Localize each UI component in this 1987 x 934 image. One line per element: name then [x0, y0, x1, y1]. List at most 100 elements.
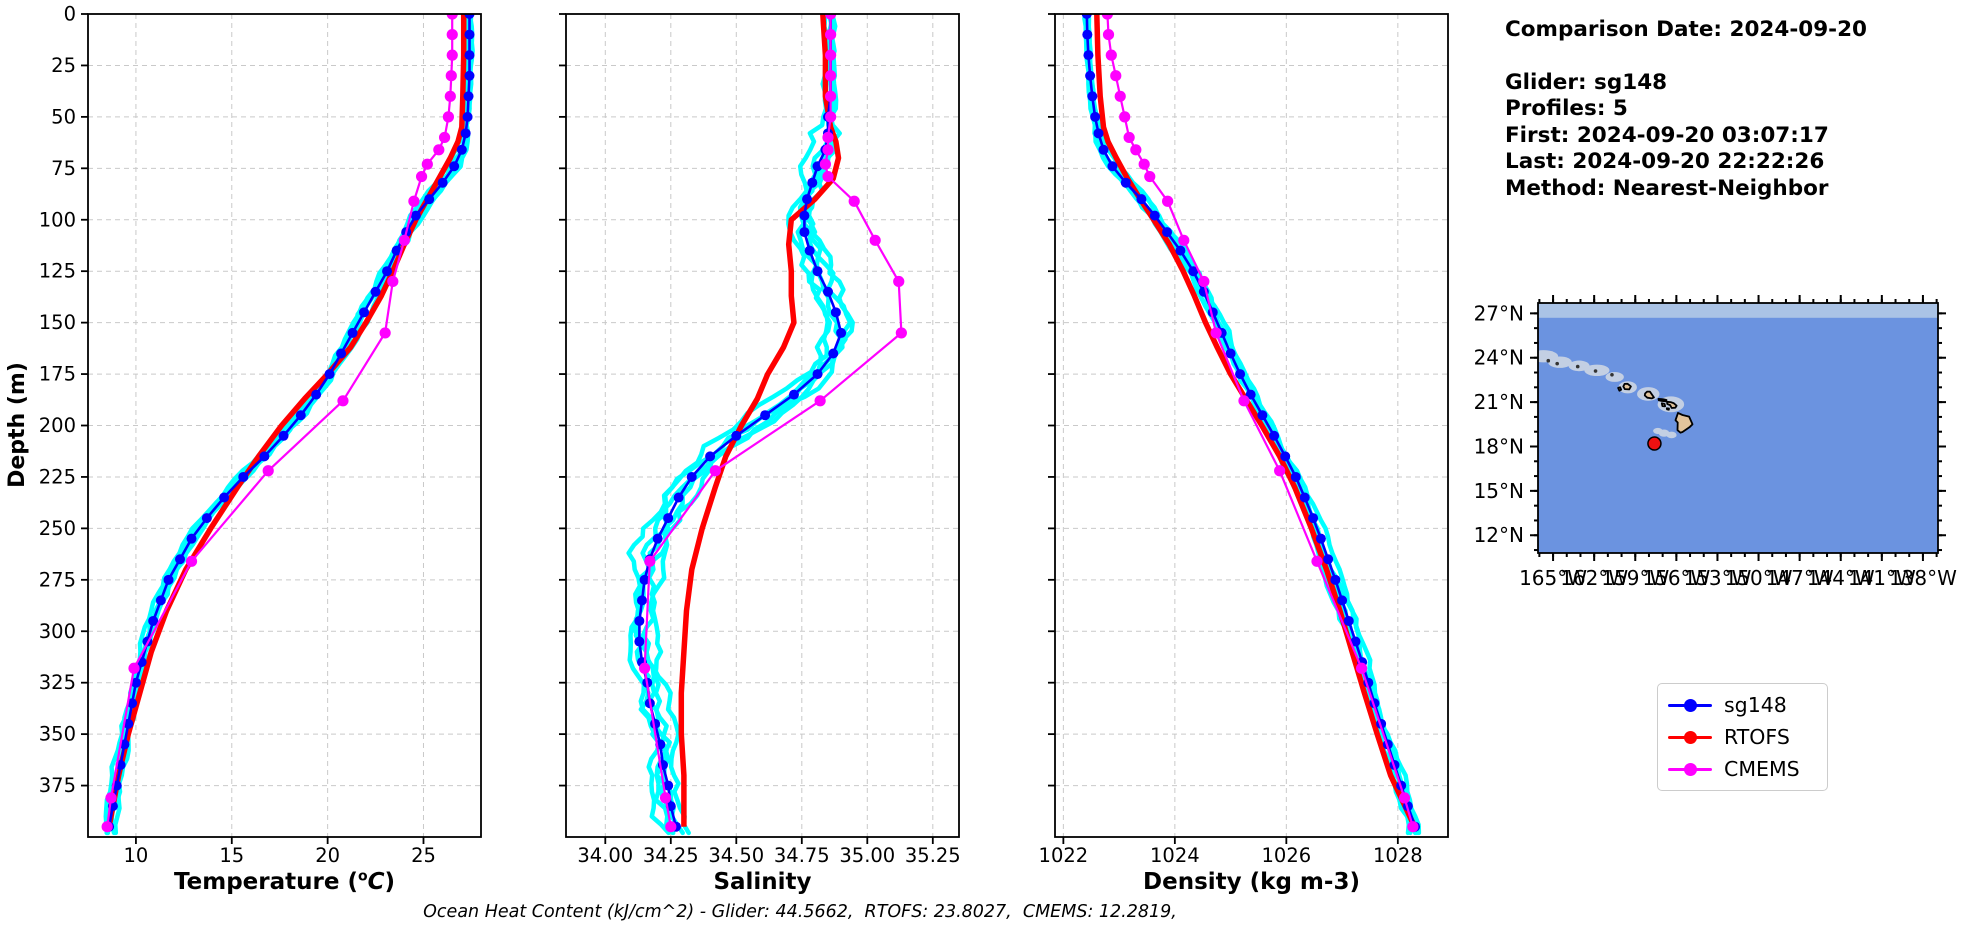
island-hawaii: [1674, 411, 1694, 434]
island-maui: [1666, 400, 1678, 409]
celsius-symbol: C: [367, 869, 385, 895]
x-tick-label: 20: [315, 844, 340, 867]
islet-dot: [1546, 358, 1551, 363]
map-lon-tick-label: 138°W: [1889, 566, 1957, 590]
degree-superscript: o: [357, 868, 368, 885]
glider-id-line: Glider: sg148: [1505, 69, 1668, 95]
temperature-title-close: ): [384, 869, 395, 895]
map-lon-tick-label: 156°W: [1642, 566, 1710, 590]
axis-ticks: 10 15 20 2502550751001251501752002252502753…: [39, 3, 436, 868]
map-lat-tick-label: 21°N: [1474, 390, 1524, 414]
grid-lines: [566, 13, 959, 837]
island-lanai: [1660, 402, 1666, 408]
island-kauai: [1622, 382, 1632, 391]
shallow-bank-patch: [1605, 372, 1624, 382]
depth-tick-label: 300: [39, 620, 76, 643]
series-RTOFS: [1094, 14, 1418, 828]
series-RTOFS: [678, 14, 842, 827]
series-CMEMS: [1101, 14, 1419, 833]
temperature-title-text: Temperature (: [174, 869, 358, 895]
legend-entry-cmems: CMEMS: [1668, 754, 1817, 784]
legend-label-sg148: sg148: [1724, 693, 1787, 717]
temperature-axis-title: Temperature (oC): [88, 869, 481, 895]
island-kahoolawe: [1665, 407, 1670, 411]
shallow-bank-patch: [1548, 356, 1572, 368]
depth-tick-label: 375: [39, 774, 76, 797]
depth-tick-label: 150: [39, 311, 76, 334]
island-niihau: [1617, 386, 1623, 392]
legend-label-rtofs: RTOFS: [1724, 725, 1790, 749]
profiles-count-line: Profiles: 5: [1505, 96, 1628, 121]
x-tick-label: 15: [219, 844, 244, 867]
legend-entry-rtofs: RTOFS: [1668, 722, 1817, 752]
x-tick-label: 35.25: [905, 844, 961, 867]
depth-tick-label: 250: [39, 517, 76, 540]
map-lon-tick-label: 147°W: [1766, 566, 1834, 590]
grid-lines: [88, 13, 481, 837]
x-tick-label: 1024: [1150, 844, 1200, 867]
depth-tick-label: 175: [39, 363, 76, 386]
islet-dot: [1575, 364, 1580, 369]
map-lat-tick-label: 12°N: [1474, 523, 1524, 547]
map-lat-tick-label: 15°N: [1474, 479, 1524, 503]
comparison-info-block: Comparison Date: 2024-09-20 Glider: sg14…: [1505, 17, 1867, 202]
shallow-bank-patch: [1653, 427, 1663, 435]
map-lon-tick-label: 153°W: [1683, 566, 1751, 590]
glider-position-marker: [1647, 436, 1662, 451]
x-tick-label: 35.00: [839, 844, 895, 867]
legend-label-cmems: CMEMS: [1724, 757, 1800, 781]
map-lon-tick-label: 141°W: [1848, 566, 1916, 590]
grid-lines: [1055, 13, 1448, 837]
series-sg148: [1081, 14, 1421, 832]
map-border: [1537, 302, 1939, 554]
map-lon-tick-label: 150°W: [1725, 566, 1793, 590]
ocean-fill: [1538, 303, 1938, 553]
depth-tick-label: 225: [39, 465, 76, 488]
depth-tick-label: 350: [39, 723, 76, 746]
depth-tick-label: 200: [39, 414, 76, 437]
map-lat-tick-label: 24°N: [1474, 346, 1524, 370]
last-time-line: Last: 2024-09-20 22:22:26: [1505, 149, 1825, 174]
depth-axis-label: Depth (m): [5, 362, 30, 488]
map-inset: 165°W162°W159°W156°W153°W150°W147°W144°W…: [1474, 295, 1957, 590]
x-tick-label: 34.50: [708, 844, 764, 867]
series-CMEMS: [639, 14, 907, 833]
legend: sg148 RTOFS CMEMS: [1657, 683, 1828, 791]
depth-tick-label: 25: [51, 54, 76, 77]
map-lon-tick-label: 144°W: [1807, 566, 1875, 590]
x-tick-label: 10: [124, 844, 149, 867]
depth-tick-label: 50: [51, 105, 76, 128]
depth-tick-label: 325: [39, 671, 76, 694]
depth-tick-label: 0: [64, 3, 76, 26]
islet-dot: [1610, 372, 1614, 377]
map-lon-tick-label: 165°W: [1519, 566, 1587, 590]
x-tick-label: 34.25: [643, 844, 699, 867]
x-tick-label: 1026: [1262, 844, 1312, 867]
ocean-heat-content-caption: Ocean Heat Content (kJ/cm^2) - Glider: 4…: [423, 902, 1177, 922]
x-tick-label: 1028: [1373, 844, 1423, 867]
islet-dot: [1555, 361, 1559, 366]
legend-entry-sg148: sg148: [1668, 690, 1817, 720]
map-lat-tick-label: 18°N: [1474, 434, 1524, 458]
x-tick-label: 1022: [1039, 844, 1089, 867]
shallow-bank-patch: [1666, 431, 1677, 439]
map-lon-tick-label: 162°W: [1560, 566, 1628, 590]
panel-temperature: 10 15 20 2502550751001251501752002252502753…: [39, 3, 482, 868]
x-tick-label: 25: [411, 844, 436, 867]
method-line: Method: Nearest-Neighbor: [1505, 175, 1829, 201]
axis-ticks: 34.00 34.25 34.50 34.75 35.00 35.25: [559, 13, 961, 867]
density-axis-title: Density (kg m-3): [1143, 869, 1360, 895]
depth-tick-label: 125: [39, 260, 76, 283]
first-time-line: First: 2024-09-20 03:07:17: [1505, 122, 1829, 148]
axis-ticks: 1022 1024 1026 1028: [1039, 13, 1423, 867]
salinity-axis-title: Salinity: [713, 869, 812, 895]
map-lat-tick-label: 27°N: [1474, 301, 1524, 325]
series-RTOFS: [106, 14, 467, 828]
info-spacer: [1505, 44, 1867, 70]
island-oahu: [1643, 390, 1655, 400]
islet-dot: [1593, 369, 1598, 373]
panel-salinity: 34.00 34.25 34.50 34.75 35.00 35.25: [559, 13, 961, 867]
depth-tick-label: 275: [39, 568, 76, 591]
